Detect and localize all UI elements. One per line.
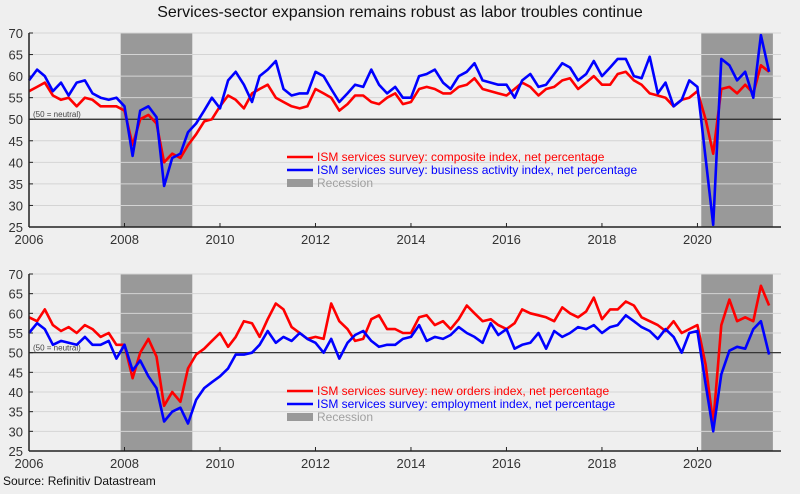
legend-label: ISM services survey: composite index, ne… xyxy=(317,150,605,164)
x-tick-label: 2014 xyxy=(397,232,426,247)
x-tick-label: 2012 xyxy=(301,232,330,247)
y-tick-label: 25 xyxy=(9,444,23,459)
y-tick-label: 45 xyxy=(9,365,23,380)
y-tick-label: 40 xyxy=(9,385,23,400)
source-note: Source: Refinitiv Datastream xyxy=(3,474,156,488)
x-tick-label: 2020 xyxy=(683,232,712,247)
series-line-1 xyxy=(28,64,770,164)
y-tick-label: 65 xyxy=(9,287,23,302)
legend-recession-swatch xyxy=(287,413,313,421)
legend-recession-label: Recession xyxy=(317,410,373,424)
x-tick-label: 2006 xyxy=(15,232,44,247)
x-tick-label: 2016 xyxy=(492,456,521,471)
y-tick-label: 35 xyxy=(9,405,23,420)
recession-band xyxy=(701,33,773,227)
y-tick-label: 35 xyxy=(9,177,23,192)
y-tick-label: 30 xyxy=(9,198,23,213)
y-tick-label: 40 xyxy=(9,155,23,170)
chart-panel-2: 25 30 35 40 45 50 55 60 65 70 (50 = neutral) 2006 20… xyxy=(9,267,781,471)
legend-label: ISM services survey: business activity i… xyxy=(317,163,637,177)
y-tick-label: 60 xyxy=(9,69,23,84)
y-tick-label: 30 xyxy=(9,424,23,439)
x-tick-label: 2010 xyxy=(206,456,235,471)
y-tick-label: 60 xyxy=(9,306,23,321)
series-line-2 xyxy=(27,33,771,227)
y-tick-label: 25 xyxy=(9,220,23,235)
y-tick-label: 50 xyxy=(9,112,23,127)
x-tick-label: 2008 xyxy=(110,456,139,471)
y-tick-label: 70 xyxy=(9,267,23,282)
series-line-1 xyxy=(28,284,771,425)
x-tick-label: 2018 xyxy=(587,232,616,247)
x-tick-label: 2006 xyxy=(15,456,44,471)
y-tick-label: 55 xyxy=(9,326,23,341)
legend-label: ISM services survey: employment index, n… xyxy=(317,397,615,411)
x-tick-label: 2010 xyxy=(206,232,235,247)
x-tick-label: 2012 xyxy=(301,456,330,471)
x-tick-label: 2020 xyxy=(683,456,712,471)
legend-recession-swatch xyxy=(287,179,313,187)
chart-title: Services-sector expansion remains robust… xyxy=(157,4,643,21)
legend-label: ISM services survey: new orders index, n… xyxy=(317,384,609,398)
chart-panel-1: 25 30 35 40 45 50 55 60 65 70 (50 = neutral) 2006 20… xyxy=(9,26,781,247)
x-tick-label: 2008 xyxy=(110,232,139,247)
x-tick-label: 2016 xyxy=(492,232,521,247)
y-tick-label: 55 xyxy=(9,91,23,106)
series-line-2 xyxy=(27,313,771,433)
x-tick-label: 2014 xyxy=(397,456,426,471)
x-tick-label: 2018 xyxy=(587,456,616,471)
legend-recession-label: Recession xyxy=(317,176,373,190)
y-tick-label: 70 xyxy=(9,26,23,41)
y-tick-label: 65 xyxy=(9,48,23,63)
neutral-label: (50 = neutral) xyxy=(33,110,81,119)
y-tick-label: 45 xyxy=(9,134,23,149)
y-tick-label: 50 xyxy=(9,346,23,361)
neutral-label: (50 = neutral) xyxy=(33,344,81,353)
